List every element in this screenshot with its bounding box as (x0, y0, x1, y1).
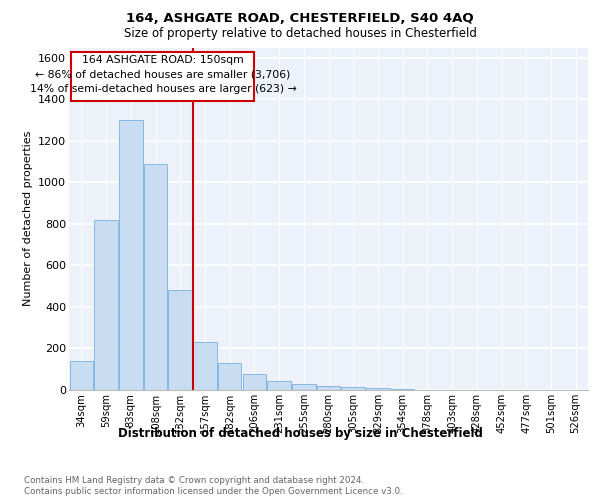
Text: 164, ASHGATE ROAD, CHESTERFIELD, S40 4AQ: 164, ASHGATE ROAD, CHESTERFIELD, S40 4AQ (126, 12, 474, 26)
Bar (70, 361, 93, 390)
Bar (268, 380, 291, 390)
Bar (366, 388, 389, 390)
Bar (292, 384, 316, 390)
Y-axis label: Number of detached properties: Number of detached properties (23, 131, 32, 306)
Text: Contains HM Land Registry data © Crown copyright and database right 2024.: Contains HM Land Registry data © Crown c… (24, 476, 364, 485)
Bar (218, 363, 241, 390)
FancyBboxPatch shape (71, 52, 254, 102)
Text: Size of property relative to detached houses in Chesterfield: Size of property relative to detached ho… (124, 28, 476, 40)
Bar (193, 342, 217, 390)
Text: 164 ASHGATE ROAD: 150sqm
← 86% of detached houses are smaller (3,706)
14% of sem: 164 ASHGATE ROAD: 150sqm ← 86% of detach… (29, 54, 296, 94)
Bar (144, 164, 167, 390)
Bar (341, 387, 365, 390)
Bar (317, 386, 340, 390)
Bar (391, 389, 415, 390)
Bar (119, 120, 143, 390)
Bar (242, 374, 266, 390)
Text: Distribution of detached houses by size in Chesterfield: Distribution of detached houses by size … (118, 428, 482, 440)
Text: Contains public sector information licensed under the Open Government Licence v3: Contains public sector information licen… (24, 487, 403, 496)
Bar (94, 220, 118, 390)
Bar (169, 290, 192, 390)
